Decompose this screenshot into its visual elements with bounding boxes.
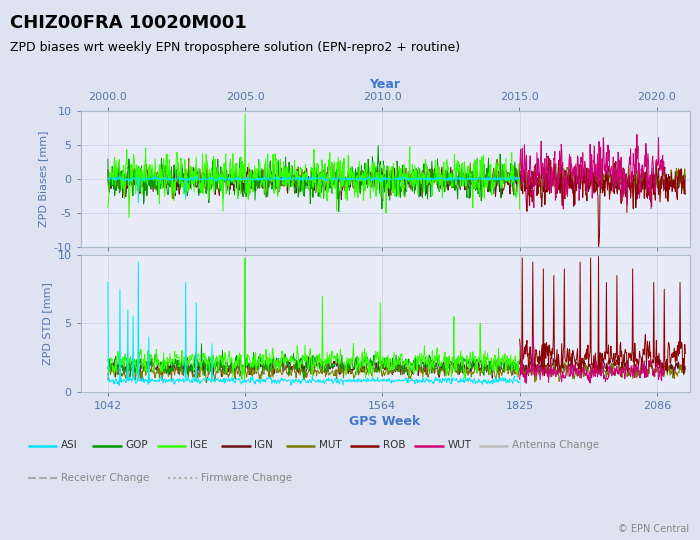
Text: ROB: ROB <box>383 441 405 450</box>
Y-axis label: ZPD Biases [mm]: ZPD Biases [mm] <box>38 131 48 227</box>
X-axis label: Year: Year <box>370 78 400 91</box>
X-axis label: GPS Week: GPS Week <box>349 415 421 428</box>
Text: IGN: IGN <box>254 441 273 450</box>
Text: CHIZ00FRA 10020M001: CHIZ00FRA 10020M001 <box>10 14 247 31</box>
Text: © EPN Central: © EPN Central <box>618 523 690 534</box>
Text: Antenna Change: Antenna Change <box>512 441 598 450</box>
Y-axis label: ZPD STD [mm]: ZPD STD [mm] <box>42 282 52 365</box>
Text: IGE: IGE <box>190 441 207 450</box>
Text: ASI: ASI <box>61 441 78 450</box>
Text: MUT: MUT <box>318 441 341 450</box>
Text: WUT: WUT <box>447 441 471 450</box>
Text: ZPD biases wrt weekly EPN troposphere solution (EPN-repro2 + routine): ZPD biases wrt weekly EPN troposphere so… <box>10 40 461 53</box>
Text: Firmware Change: Firmware Change <box>201 473 292 483</box>
Text: GOP: GOP <box>125 441 148 450</box>
Text: Receiver Change: Receiver Change <box>61 473 149 483</box>
